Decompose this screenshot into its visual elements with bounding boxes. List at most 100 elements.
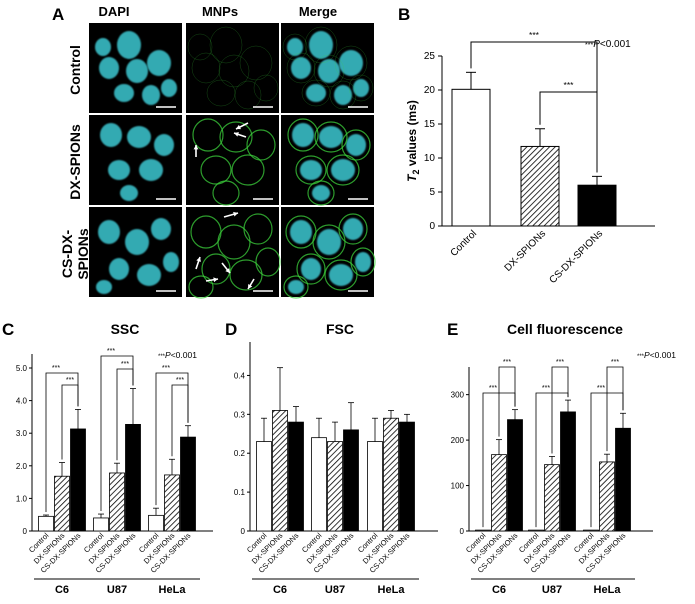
significance-label: *** <box>176 377 184 384</box>
arrow-head-icon <box>236 124 241 130</box>
significance-label: *** <box>66 377 74 384</box>
significance-bracket <box>116 368 134 461</box>
chart-d: FSC00.10.20.30.4ControlDX-SPIONsCS-DX-SP… <box>234 321 438 596</box>
column-header-dapi: DAPI <box>98 4 129 19</box>
nucleus <box>346 134 366 156</box>
mnp-signal <box>324 259 358 291</box>
arrow-head-icon <box>196 257 201 262</box>
group-label: HeLa <box>378 584 406 596</box>
mnp-signal <box>231 154 265 186</box>
micro-cell <box>186 115 279 206</box>
bar <box>70 428 86 532</box>
nucleus <box>292 123 314 147</box>
nucleus <box>109 258 129 280</box>
micro-cell <box>89 23 182 113</box>
bar <box>577 184 617 227</box>
mnp-signal <box>350 247 376 277</box>
svg-text:SPIONs: SPIONs <box>75 228 91 280</box>
mnp-signal <box>286 52 316 84</box>
bar <box>615 427 631 532</box>
significance-bracket <box>498 366 516 437</box>
nucleus <box>139 159 163 181</box>
row-label-dx-spions: DX-SPIONs <box>67 124 83 200</box>
significance-label: *** <box>503 359 511 366</box>
nucleus <box>355 252 371 272</box>
micro-background <box>186 23 279 113</box>
mnp-signal <box>187 33 213 61</box>
arrow-head-icon <box>248 284 253 289</box>
y-tick-label: 5 <box>429 187 435 198</box>
nucleus <box>100 123 122 147</box>
nucleus <box>142 85 160 105</box>
y-tick-label: 0.4 <box>234 371 246 380</box>
nucleus <box>331 159 355 181</box>
x-tick-label: Control <box>449 228 480 259</box>
row-label-control: Control <box>67 45 83 95</box>
mnp-signal <box>341 129 371 161</box>
group-label: U87 <box>325 584 345 596</box>
svg-text:CS-DX-: CS-DX- <box>59 230 75 279</box>
micro-cell <box>89 207 182 297</box>
nucleus <box>301 258 321 280</box>
panel-label-c: C <box>2 320 14 339</box>
group-label: HeLa <box>594 584 622 596</box>
mnp-signal <box>338 213 368 245</box>
bar <box>507 419 523 532</box>
nucleus <box>163 252 179 272</box>
significance-label: *** <box>611 359 619 366</box>
nucleus <box>126 59 148 83</box>
mnp-signal <box>188 275 214 299</box>
nucleus <box>137 264 161 286</box>
nucleus <box>96 280 112 294</box>
bar <box>125 423 141 532</box>
nucleus <box>300 160 322 180</box>
mnp-signal <box>334 45 368 81</box>
y-tick-label: 0.1 <box>234 488 246 497</box>
nucleus <box>147 50 171 76</box>
significance-label: *** <box>556 359 564 366</box>
panel-label-a: A <box>52 5 64 24</box>
y-tick-label: 20 <box>424 85 436 96</box>
mnp-signal <box>239 45 273 81</box>
panel-label-d: D <box>225 320 237 339</box>
micro-cell <box>89 115 182 205</box>
group-label: C6 <box>273 584 287 596</box>
significance-bracket <box>61 384 79 460</box>
significance-label: *** <box>542 385 550 392</box>
bar <box>93 517 109 532</box>
bar <box>544 464 560 532</box>
chart-title: SSC <box>111 321 140 337</box>
arrow-head-icon <box>233 211 238 217</box>
significance-label: *** <box>52 365 60 372</box>
chart-c: SSC01.02.03.04.05.0ControlDX-SPIONsCS-DX… <box>16 321 213 596</box>
bar <box>491 454 507 532</box>
y-tick-label: 200 <box>451 436 465 445</box>
group-label: C6 <box>55 584 69 596</box>
y-tick-label: 0 <box>429 221 435 232</box>
mnp-signal <box>304 26 338 64</box>
bar <box>38 515 54 532</box>
p-value-note: ***P<0.001 <box>158 350 197 360</box>
nucleus <box>291 57 311 79</box>
y-tick-label: 25 <box>424 51 436 62</box>
bar <box>560 411 576 532</box>
significance-bracket <box>539 91 598 173</box>
mnp-signal <box>287 118 319 152</box>
p-value-note: ***P<0.001 <box>637 350 676 360</box>
group-label: HeLa <box>159 584 187 596</box>
nucleus <box>317 229 341 255</box>
mnp-signal <box>219 121 253 153</box>
nucleus <box>353 79 369 97</box>
mnp-signal <box>283 275 309 299</box>
y-tick-label: 0.2 <box>234 449 246 458</box>
bar <box>343 429 359 532</box>
micro-cell <box>281 23 374 113</box>
bar <box>367 441 383 532</box>
significance-label: *** <box>162 365 170 372</box>
column-header-mnps: MNPs <box>202 4 238 19</box>
bar <box>520 145 560 227</box>
nucleus <box>114 84 134 102</box>
nucleus <box>290 220 312 244</box>
chart-e: Cell fluorescence0100200300ControlDX-SPI… <box>451 321 677 596</box>
